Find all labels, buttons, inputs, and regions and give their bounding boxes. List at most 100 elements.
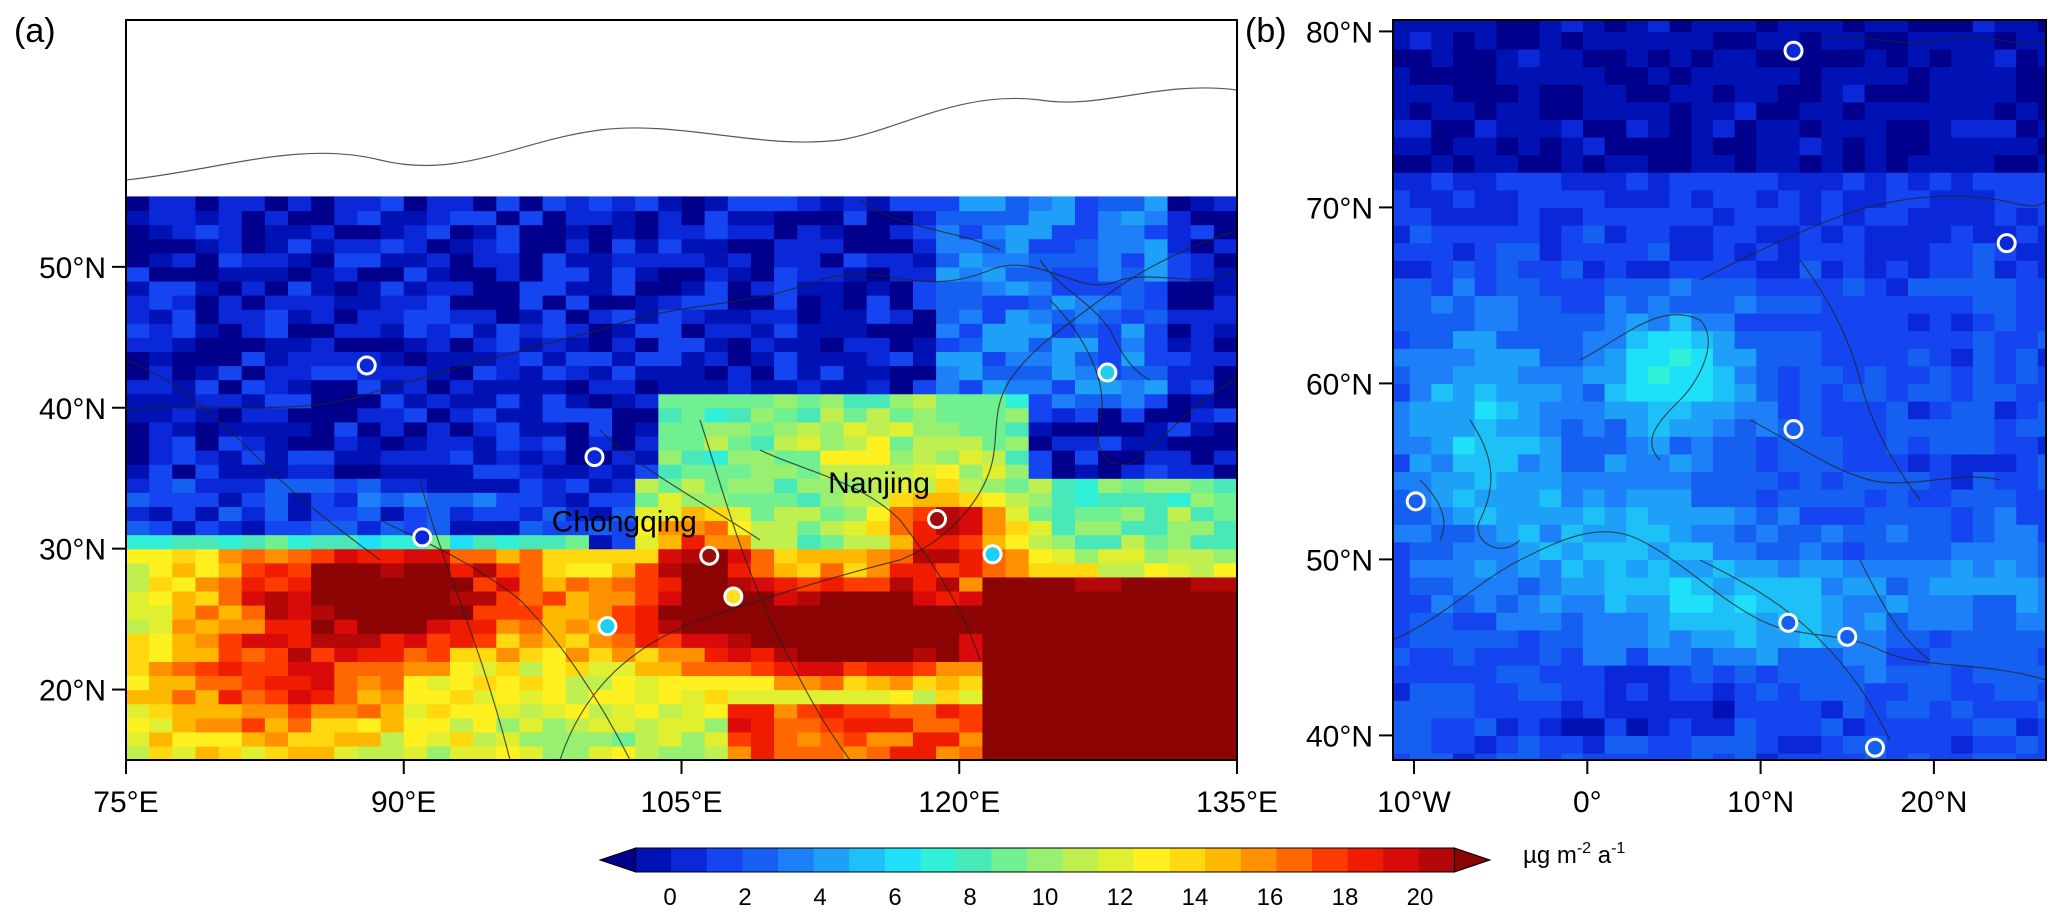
- heat-cell: [1886, 541, 1909, 560]
- heat-cell: [704, 506, 729, 522]
- heat-cell: [727, 280, 752, 296]
- heat-cell: [1626, 489, 1649, 508]
- heat-cell: [1167, 506, 1192, 522]
- heat-cell: [866, 295, 891, 310]
- heat-cell: [797, 210, 821, 226]
- heat-cell: [1431, 31, 1454, 50]
- heat-cell: [241, 548, 266, 564]
- heat-cell: [1691, 154, 1714, 173]
- heat-cell: [450, 266, 474, 282]
- heat-cell: [1517, 401, 1541, 420]
- heat-cell: [1647, 277, 1671, 296]
- heat-cell: [635, 703, 659, 719]
- panel-b-frame: [1392, 19, 2047, 761]
- heat-cell: [1756, 717, 1779, 736]
- heat-cell: [195, 619, 220, 634]
- heat-cell: [1907, 735, 1931, 754]
- heat-cell: [912, 464, 937, 479]
- heat-cell: [1799, 594, 1822, 613]
- heat-cell: [1972, 330, 1996, 349]
- heat-cell: [1452, 66, 1476, 85]
- heat-cell: [1951, 137, 1974, 156]
- heat-cell: [1452, 629, 1476, 648]
- heat-cell: [1452, 577, 1476, 596]
- heat-cell: [612, 605, 636, 620]
- heat-cell: [264, 210, 289, 226]
- heat-cell: [612, 393, 636, 409]
- heat-cell: [936, 295, 960, 310]
- heat-cell: [334, 309, 359, 324]
- heat-cell: [635, 619, 659, 634]
- heat-cell: [1190, 379, 1215, 395]
- heat-cell: [403, 731, 428, 747]
- heat-cell: [2016, 189, 2039, 208]
- heat-cell: [1190, 435, 1215, 451]
- heat-cell: [612, 266, 636, 282]
- heat-cell: [126, 520, 150, 536]
- heat-cell: [797, 661, 821, 677]
- heat-cell: [704, 379, 729, 395]
- heat-cell: [1051, 351, 1076, 367]
- heat-cell: [1393, 66, 1411, 85]
- heat-cell: [218, 323, 243, 338]
- heat-cell: [727, 689, 752, 705]
- heat-cell: [1907, 20, 1931, 33]
- heat-cell: [195, 407, 220, 423]
- heat-cell: [218, 520, 243, 536]
- heat-cell: [1951, 313, 1974, 332]
- heat-cell: [635, 717, 659, 733]
- heat-cell: [797, 224, 821, 240]
- heat-cell: [357, 210, 382, 226]
- heat-cell: [1409, 436, 1432, 455]
- colorbar-tick-label: 10: [1032, 884, 1059, 911]
- heat-cell: [426, 703, 451, 719]
- heat-cell: [1005, 605, 1030, 620]
- heat-cell: [1028, 590, 1053, 606]
- heat-cell: [149, 309, 173, 324]
- heat-cell: [658, 323, 683, 338]
- heat-cell: [1691, 66, 1714, 85]
- heat-cell: [959, 365, 983, 381]
- heat-cell: [1393, 629, 1411, 648]
- heat-cell: [1907, 665, 1931, 684]
- heat-cell: [1669, 277, 1692, 296]
- heat-cell: [635, 435, 659, 451]
- heat-cell: [1669, 101, 1692, 120]
- heat-cell: [473, 647, 497, 662]
- heat-cell: [1496, 242, 1519, 261]
- heat-cell: [1539, 49, 1562, 68]
- heat-cell: [681, 393, 706, 409]
- heat-cell: [1452, 647, 1476, 666]
- heat-cell: [542, 717, 567, 733]
- heat-cell: [1561, 101, 1584, 120]
- heat-cell: [1028, 238, 1053, 254]
- heat-cell: [519, 450, 544, 465]
- heat-cell: [1539, 225, 1562, 244]
- heat-cell: [1691, 383, 1714, 402]
- heat-cell: [1213, 506, 1237, 522]
- heat-cell: [1972, 313, 1996, 332]
- heat-cell: [288, 717, 312, 733]
- heat-cell: [1712, 524, 1736, 543]
- heat-cell: [1756, 225, 1779, 244]
- heat-cell: [450, 661, 474, 677]
- heat-cell: [843, 196, 868, 212]
- heat-cell: [380, 435, 405, 451]
- heat-cell: [1626, 0, 1648, 14]
- heat-cell: [1213, 576, 1237, 592]
- heat-cell: [1604, 277, 1627, 296]
- heat-cell: [1691, 436, 1714, 455]
- heat-cell: [1972, 559, 1996, 578]
- heat-cell: [288, 478, 312, 493]
- heat-cell: [380, 196, 405, 212]
- heat-cell: [450, 633, 474, 648]
- heat-cell: [1777, 66, 1801, 85]
- heat-cell: [1496, 453, 1519, 472]
- heat-cell: [681, 745, 706, 760]
- heat-cell: [1647, 612, 1671, 631]
- heat-cell: [1167, 210, 1192, 226]
- heat-cell: [218, 379, 243, 395]
- heat-cell: [1626, 471, 1649, 490]
- heat-cell: [496, 464, 521, 479]
- heat-cell: [1734, 365, 1757, 384]
